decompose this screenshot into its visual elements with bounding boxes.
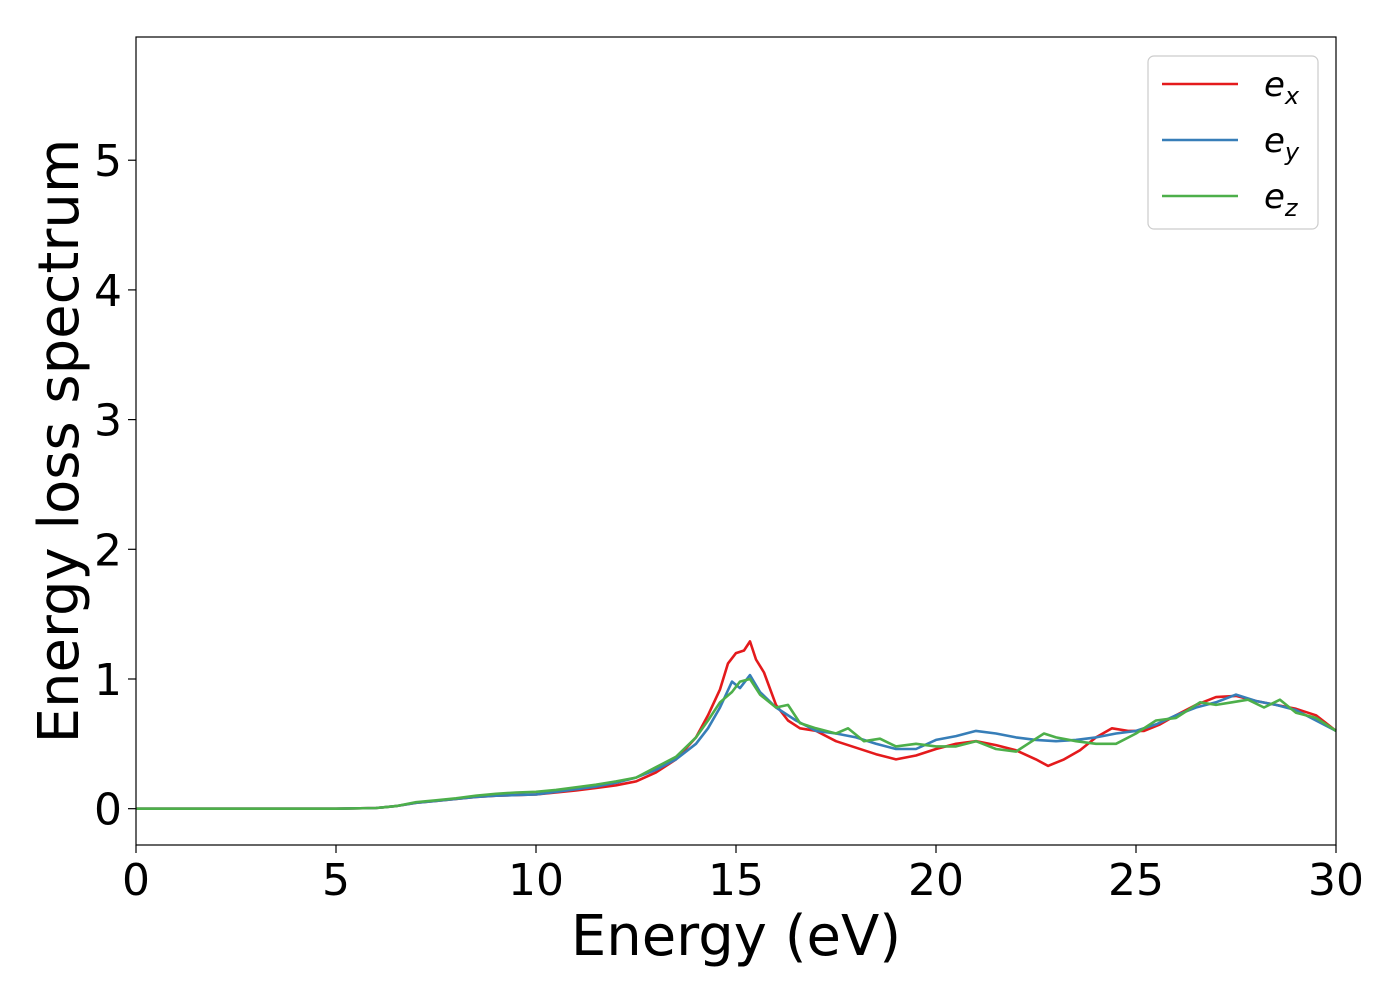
x-tick-label: 10 [508,855,564,906]
legend-subscript: z [1284,194,1299,222]
x-axis-label: Energy (eV) [571,904,901,969]
y-tick-label: 4 [94,266,122,317]
x-tick-label: 25 [1108,855,1164,906]
y-tick-label: 2 [94,525,122,576]
y-tick-label: 5 [94,136,122,187]
x-tick-label: 0 [122,855,150,906]
y-tick-label: 1 [94,655,122,706]
x-axis: 0 5 10 15 20 25 30 [122,845,1364,906]
y-axis: 0 1 2 3 4 5 [94,136,136,836]
x-tick-label: 20 [908,855,964,906]
legend-subscript: y [1284,138,1300,166]
x-tick-label: 30 [1308,855,1364,906]
y-tick-label: 3 [94,396,122,447]
y-tick-label: 0 [94,785,122,836]
series-line-z [136,677,1337,810]
x-tick-label: 5 [322,855,350,906]
y-axis-label: Energy loss spectrum [27,139,92,744]
legend-frame [1147,55,1319,230]
x-tick-label: 15 [708,855,764,906]
series-layer [136,640,1337,810]
legend-subscript: x [1284,82,1300,110]
plot-background [136,37,1336,845]
